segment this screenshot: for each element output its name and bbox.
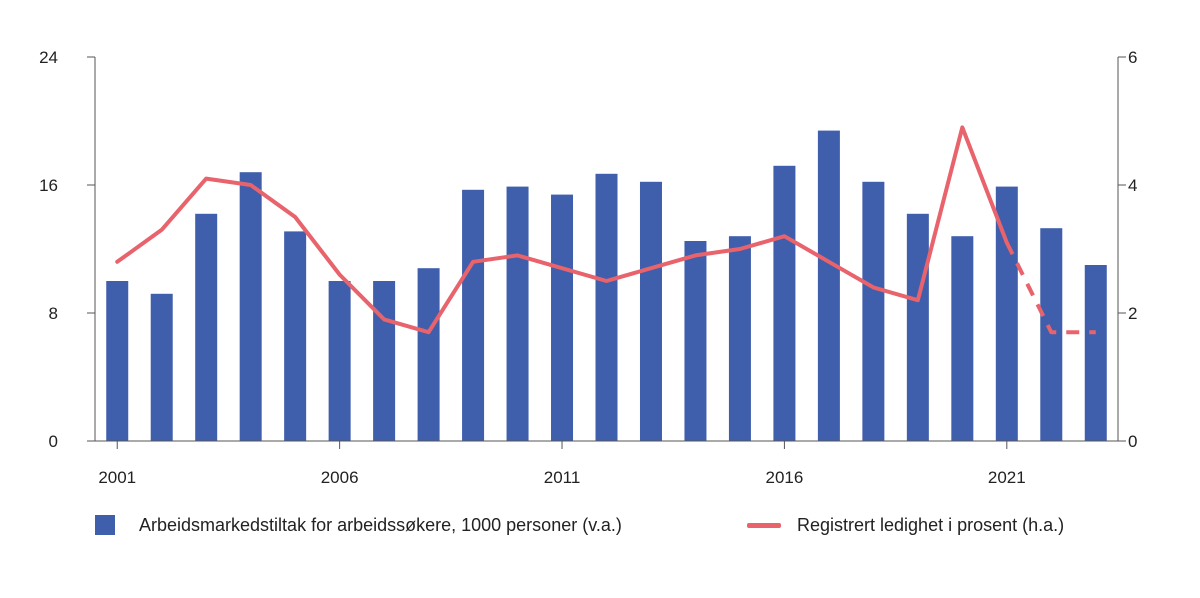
- legend: Arbeidsmarkedstiltak for arbeidssøkere, …: [0, 510, 1200, 550]
- axes: [94, 57, 1119, 442]
- x-tick-label: 2016: [765, 468, 803, 487]
- bar-2009: [462, 189, 485, 441]
- bar-2016: [773, 165, 796, 442]
- legend-item-line: Registrert ledighet i prosent (h.a.): [747, 510, 1064, 540]
- bar-2019: [906, 213, 929, 441]
- bar-2013: [639, 181, 662, 442]
- bar-2012: [595, 173, 618, 442]
- bar-2001: [106, 281, 129, 441]
- bar-2014: [684, 241, 707, 441]
- y-right-tick-label: 6: [1128, 48, 1137, 67]
- bar-2003: [195, 213, 218, 441]
- line-series: [115, 125, 1096, 335]
- bar-2007: [373, 281, 396, 441]
- bar-2011: [551, 194, 574, 441]
- legend-swatch-line: [747, 522, 781, 528]
- bar-2018: [862, 181, 885, 442]
- bar-series: [106, 130, 1107, 442]
- x-tick-label: 2001: [98, 468, 136, 487]
- bar-2022: [1040, 228, 1063, 441]
- x-tick-label: 2021: [988, 468, 1026, 487]
- x-tick-label: 2011: [544, 468, 581, 487]
- legend-label-line: Registrert ledighet i prosent (h.a.): [797, 514, 1065, 535]
- x-tick-label: 2006: [321, 468, 359, 487]
- bar-2010: [506, 186, 529, 441]
- y-right-tick-label: 4: [1128, 176, 1137, 195]
- bar-2002: [150, 293, 173, 441]
- y-left-tick-label: 24: [39, 48, 58, 67]
- legend-label-bars: Arbeidsmarkedstiltak for arbeidssøkere, …: [139, 514, 622, 535]
- bar-2017: [817, 130, 840, 441]
- bar-2020: [951, 236, 974, 441]
- y-left-tick-label: 0: [49, 432, 58, 451]
- legend-swatch-bars: [95, 515, 115, 535]
- y-left-tick-label: 16: [39, 176, 58, 195]
- y-right-tick-label: 2: [1128, 304, 1137, 323]
- y-left-tick-label: 8: [49, 304, 58, 323]
- bar-2006: [328, 281, 351, 441]
- bar-2015: [728, 236, 751, 441]
- y-right-tick-label: 0: [1128, 432, 1137, 451]
- bar-2004: [239, 172, 262, 441]
- legend-item-bars: Arbeidsmarkedstiltak for arbeidssøkere, …: [95, 510, 622, 540]
- bar-2005: [284, 231, 307, 441]
- bar-2008: [417, 268, 440, 441]
- bar-2023: [1084, 265, 1107, 441]
